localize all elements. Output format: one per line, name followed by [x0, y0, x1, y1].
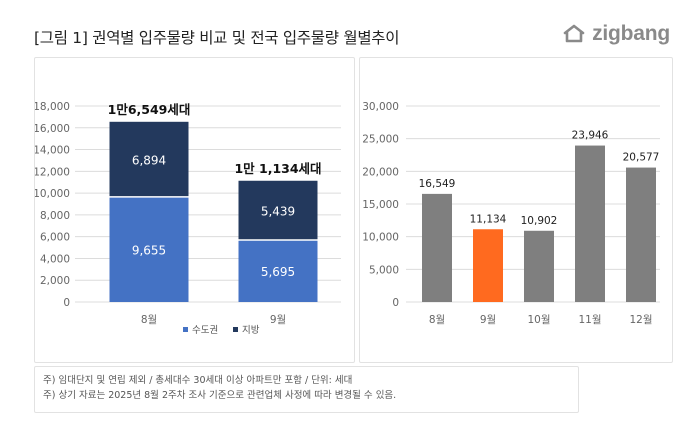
y-tick-label: 10,000 — [362, 232, 399, 244]
legend-label-local: 지방 — [242, 325, 260, 336]
bar-value-label: 11,134 — [470, 213, 507, 225]
bar-value-label: 10,902 — [521, 215, 558, 227]
bar-capital — [238, 239, 318, 302]
y-tick-label: 30,000 — [362, 101, 399, 113]
bar — [473, 229, 503, 302]
y-tick-label: 14,000 — [35, 145, 70, 157]
y-tick-label: 4,000 — [40, 253, 70, 265]
y-tick-label: 5,000 — [369, 264, 399, 276]
x-tick-label: 8월 — [141, 314, 157, 326]
y-tick-label: 8,000 — [40, 210, 70, 222]
legend-swatch-capital — [183, 327, 188, 332]
footnote-1: 주) 임대단지 및 연립 제외 / 총세대수 30세대 이상 아파트만 포함 /… — [43, 375, 353, 386]
y-tick-label: 0 — [63, 297, 70, 309]
bar-value-label: 20,577 — [623, 152, 660, 164]
monthly-bar-chart: 0 5,000 10,000 15,000 20,000 25,000 30,000 16,5… — [362, 101, 660, 326]
y-tick-label: 18,000 — [35, 101, 70, 113]
bar — [422, 193, 452, 302]
y-tick-label: 16,000 — [35, 123, 70, 135]
bar — [626, 167, 656, 302]
footnotes: 주) 임대단지 및 연립 제외 / 총세대수 30세대 이상 아파트만 포함 /… — [34, 366, 579, 413]
bar-value-label: 9,655 — [132, 243, 166, 257]
bar-value-label: 5,439 — [261, 204, 295, 218]
legend-label-capital: 수도권 — [192, 324, 218, 336]
bar-total-label: 1만6,549세대 — [108, 102, 191, 117]
y-tick-label: 6,000 — [40, 232, 70, 244]
page-title: [그림 1] 권역별 입주물량 비교 및 전국 입주물량 월별추이 — [34, 29, 400, 47]
stacked-bar-chart: 0 2,000 4,000 6,000 8,000 10,000 12,000 14,000 1… — [35, 101, 341, 336]
stacked-bar-chart-panel: 0 2,000 4,000 6,000 8,000 10,000 12,000 14,000 1… — [34, 57, 355, 363]
legend-swatch-local — [233, 327, 238, 332]
y-tick-label: 0 — [392, 297, 399, 309]
x-tick-label: 12월 — [629, 314, 652, 326]
y-tick-label: 25,000 — [362, 134, 399, 146]
zigbang-house-icon — [563, 24, 585, 43]
logo: zigbang — [562, 22, 670, 46]
bar-value-label: 23,946 — [572, 130, 609, 142]
bar-capital — [109, 196, 189, 302]
footnote-2: 주) 상기 자료는 2025년 8월 2주차 조사 기준으로 관련업체 사정에 … — [43, 390, 397, 401]
bar-value-label: 6,894 — [132, 153, 166, 167]
bar — [575, 145, 605, 302]
x-tick-label: 9월 — [270, 314, 286, 326]
y-tick-label: 2,000 — [40, 275, 70, 287]
bar-value-label: 16,549 — [419, 178, 456, 190]
monthly-bar-chart-panel: 0 5,000 10,000 15,000 20,000 25,000 30,000 16,5… — [359, 57, 673, 363]
y-tick-label: 12,000 — [35, 166, 70, 178]
logo-text: zigbang — [592, 22, 670, 45]
bar-local — [238, 180, 318, 240]
y-tick-label: 20,000 — [362, 166, 399, 178]
x-tick-label: 8월 — [429, 314, 445, 326]
bar — [524, 230, 554, 302]
x-tick-label: 10월 — [527, 314, 550, 326]
bar-value-label: 5,695 — [261, 265, 295, 279]
bar-total-label: 1만 1,134세대 — [234, 161, 321, 176]
y-tick-label: 10,000 — [35, 188, 70, 200]
x-tick-label: 9월 — [480, 314, 496, 326]
x-tick-label: 11월 — [578, 314, 601, 326]
bar-local — [109, 121, 189, 197]
y-tick-label: 15,000 — [362, 199, 399, 211]
